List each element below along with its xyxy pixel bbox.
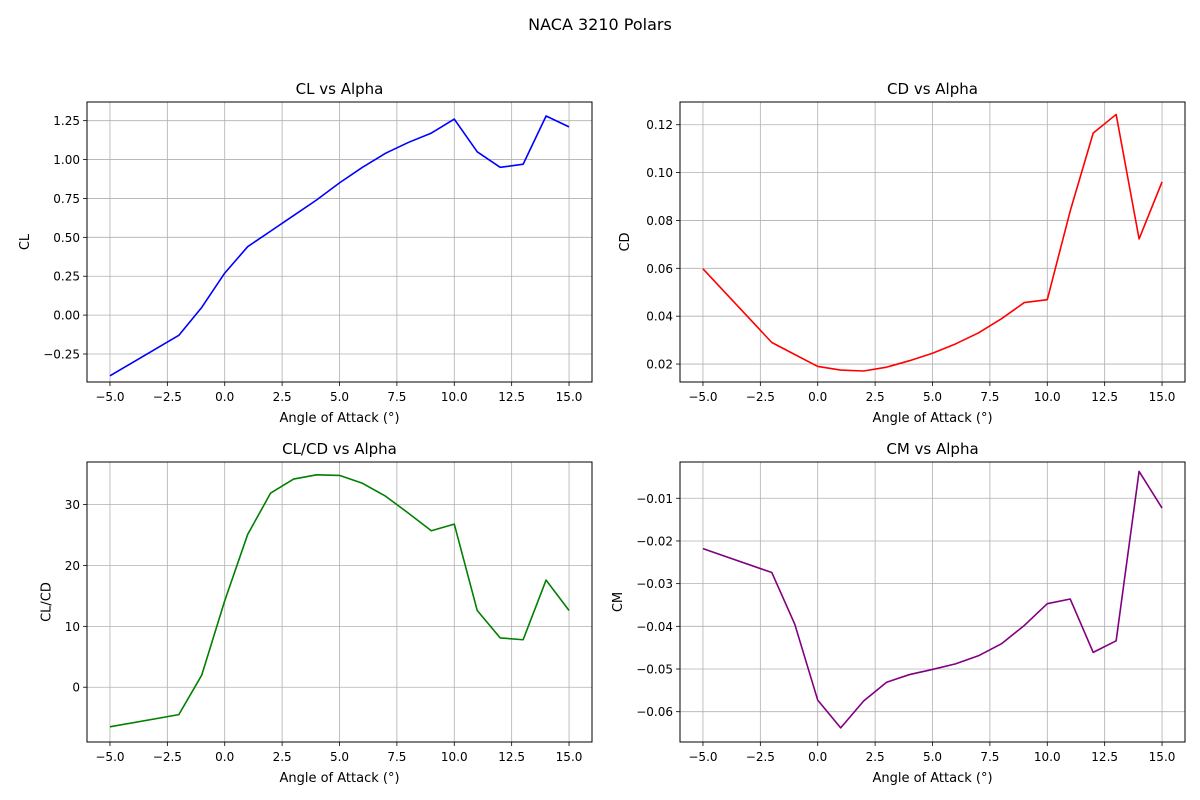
x-tick-label: 7.5 bbox=[387, 750, 406, 764]
x-tick-label: 0.0 bbox=[215, 390, 234, 404]
x-tick-label: 5.0 bbox=[330, 390, 349, 404]
y-axis-label: CL/CD bbox=[40, 582, 55, 622]
x-tick-label: 12.5 bbox=[498, 390, 525, 404]
subplot-2: −5.0 −2.5 0.0 2.5 5.0 7.5 10.0 12.5 15.0 0.02 0.04… bbox=[618, 80, 1186, 426]
x-tick-label: 5.0 bbox=[923, 750, 942, 764]
x-tick-label: 5.0 bbox=[923, 390, 942, 404]
y-tick-label: 0 bbox=[72, 681, 80, 695]
x-tick-label: 12.5 bbox=[1091, 750, 1118, 764]
x-tick-label: 10.0 bbox=[441, 390, 468, 404]
y-tick-label: 0.25 bbox=[53, 270, 80, 284]
y-tick-label: 0.08 bbox=[646, 214, 673, 228]
x-tick-label: 7.5 bbox=[387, 390, 406, 404]
y-axis-label: CD bbox=[618, 232, 633, 251]
x-tick-label: −2.5 bbox=[153, 750, 182, 764]
y-tick-label: 0.00 bbox=[53, 309, 80, 323]
x-axis-label: Angle of Attack (°) bbox=[279, 411, 399, 426]
x-tick-label: 15.0 bbox=[556, 390, 583, 404]
subplot-title: CM vs Alpha bbox=[886, 440, 978, 458]
x-tick-label: −2.5 bbox=[153, 390, 182, 404]
x-tick-label: 0.0 bbox=[808, 750, 827, 764]
x-tick-label: 10.0 bbox=[1034, 390, 1061, 404]
x-tick-label: 10.0 bbox=[441, 750, 468, 764]
subplot-title: CD vs Alpha bbox=[887, 80, 978, 98]
y-tick-label: 1.25 bbox=[53, 114, 80, 128]
y-tick-label: −0.05 bbox=[636, 663, 673, 677]
x-tick-label: 0.0 bbox=[215, 750, 234, 764]
x-tick-label: 2.5 bbox=[273, 390, 292, 404]
y-tick-label: −0.02 bbox=[636, 534, 673, 548]
subplot-grid: −5.0 −2.5 0.0 2.5 5.0 7.5 10.0 12.5 15.0 −0.25 0.0… bbox=[18, 80, 1186, 786]
y-tick-label: 10 bbox=[65, 620, 80, 634]
subplot-title: CL/CD vs Alpha bbox=[282, 440, 397, 458]
x-tick-label: 15.0 bbox=[1149, 750, 1176, 764]
y-tick-label: 0.02 bbox=[646, 358, 673, 372]
x-tick-label: 10.0 bbox=[1034, 750, 1061, 764]
x-tick-label: 5.0 bbox=[330, 750, 349, 764]
x-tick-label: −2.5 bbox=[746, 390, 775, 404]
x-axis-label: Angle of Attack (°) bbox=[872, 411, 992, 426]
y-tick-label: 0.12 bbox=[646, 118, 673, 132]
x-axis-label: Angle of Attack (°) bbox=[279, 771, 399, 786]
x-tick-label: 0.0 bbox=[808, 390, 827, 404]
y-tick-label: −0.04 bbox=[636, 620, 673, 634]
x-tick-label: 2.5 bbox=[273, 750, 292, 764]
x-tick-label: −5.0 bbox=[95, 750, 124, 764]
x-tick-label: 2.5 bbox=[866, 390, 885, 404]
y-tick-label: 30 bbox=[65, 498, 80, 512]
y-tick-label: 1.00 bbox=[53, 153, 80, 167]
x-tick-label: 15.0 bbox=[1149, 390, 1176, 404]
y-tick-label: 0.50 bbox=[53, 231, 80, 245]
x-tick-label: 12.5 bbox=[498, 750, 525, 764]
x-tick-label: −5.0 bbox=[688, 750, 717, 764]
x-tick-label: −2.5 bbox=[746, 750, 775, 764]
y-tick-label: −0.25 bbox=[43, 348, 80, 362]
x-tick-label: −5.0 bbox=[95, 390, 124, 404]
y-tick-label: 0.75 bbox=[53, 192, 80, 206]
x-tick-label: 7.5 bbox=[980, 390, 999, 404]
figure-title: NACA 3210 Polars bbox=[528, 15, 672, 34]
y-tick-label: −0.06 bbox=[636, 705, 673, 719]
y-tick-label: −0.03 bbox=[636, 577, 673, 591]
y-tick-label: 0.10 bbox=[646, 166, 673, 180]
x-tick-label: 15.0 bbox=[556, 750, 583, 764]
subplot-title: CL vs Alpha bbox=[296, 80, 384, 98]
y-axis-label: CM bbox=[611, 592, 626, 612]
y-tick-label: 20 bbox=[65, 559, 80, 573]
y-tick-label: 0.06 bbox=[646, 262, 673, 276]
x-tick-label: 7.5 bbox=[980, 750, 999, 764]
x-axis-label: Angle of Attack (°) bbox=[872, 771, 992, 786]
subplot-4: −5.0 −2.5 0.0 2.5 5.0 7.5 10.0 12.5 15.0 −0.06 −0.… bbox=[611, 440, 1186, 786]
subplot-3: −5.0 −2.5 0.0 2.5 5.0 7.5 10.0 12.5 15.0 0 10 20 30 C… bbox=[40, 440, 593, 786]
subplot-1: −5.0 −2.5 0.0 2.5 5.0 7.5 10.0 12.5 15.0 −0.25 0.0… bbox=[18, 80, 593, 426]
y-axis-label: CL bbox=[18, 233, 33, 250]
y-tick-label: −0.01 bbox=[636, 492, 673, 506]
x-tick-label: −5.0 bbox=[688, 390, 717, 404]
x-tick-label: 12.5 bbox=[1091, 390, 1118, 404]
y-tick-label: 0.04 bbox=[646, 310, 673, 324]
x-tick-label: 2.5 bbox=[866, 750, 885, 764]
